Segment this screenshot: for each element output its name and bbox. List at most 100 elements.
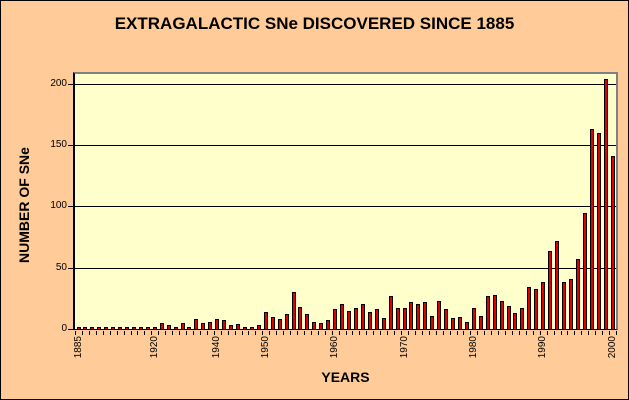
x-tick-label-1885: 1885 <box>72 336 84 359</box>
x-axis-title: YEARS <box>321 369 370 385</box>
y-tick-label-150: 150 <box>50 139 67 150</box>
x-tick <box>484 331 486 335</box>
x-tick <box>283 331 285 335</box>
bar-1907 <box>104 327 109 329</box>
x-tick <box>366 331 368 335</box>
x-tick <box>498 331 500 335</box>
x-tick <box>401 331 402 335</box>
x-tick <box>387 331 389 335</box>
x-tick <box>414 331 416 335</box>
bar-1981 <box>478 316 483 329</box>
bar-1923 <box>166 325 171 329</box>
bar-1993 <box>562 282 566 329</box>
x-tick <box>421 331 423 335</box>
x-tick <box>116 331 118 335</box>
bar-1988 <box>527 287 532 329</box>
bar-1909 <box>111 327 116 329</box>
x-tick <box>241 331 243 335</box>
x-tick <box>310 331 312 335</box>
x-tick <box>359 331 361 335</box>
x-tick <box>186 331 187 335</box>
x-tick <box>345 331 347 335</box>
x-tick <box>248 331 250 335</box>
x-tick <box>380 331 382 335</box>
bar-1952 <box>277 319 282 329</box>
x-tick-label-2000: 2000 <box>606 336 618 359</box>
bar-1938 <box>201 323 206 329</box>
x-tick <box>130 331 132 335</box>
x-tick <box>477 331 479 335</box>
bar-1955 <box>298 307 303 329</box>
bar-1935 <box>180 323 185 329</box>
x-tick <box>220 331 222 335</box>
gridline-150 <box>75 145 616 146</box>
x-tick <box>407 331 409 335</box>
bar-1964 <box>360 304 365 329</box>
gridline-100 <box>75 206 616 207</box>
bar-1954 <box>291 292 296 329</box>
x-tick <box>144 331 146 335</box>
x-tick <box>262 331 264 335</box>
x-tick <box>88 331 90 335</box>
bar-1936 <box>187 327 192 329</box>
bar-1951 <box>270 317 275 329</box>
x-tick <box>470 331 472 335</box>
x-tick-label-1950: 1950 <box>259 336 271 359</box>
bar-1995 <box>575 259 580 329</box>
bar-1979 <box>464 322 469 329</box>
x-tick-label-1970: 1970 <box>398 336 410 359</box>
bar-1997 <box>589 129 594 329</box>
bar-1957 <box>312 322 317 329</box>
x-tick <box>172 331 174 335</box>
bar-1999 <box>603 79 608 329</box>
bar-1915 <box>132 327 136 329</box>
gridline-200 <box>75 84 616 85</box>
x-tick <box>595 331 597 335</box>
bar-1950 <box>263 312 268 329</box>
x-tick-label-1980: 1980 <box>467 336 479 359</box>
bar-1937 <box>194 319 199 329</box>
x-tick <box>567 331 569 335</box>
bar-1994 <box>568 279 573 329</box>
bar-1943 <box>229 325 234 329</box>
bar-1973 <box>423 302 428 329</box>
bar-1969 <box>395 308 400 329</box>
bar-1901 <box>97 327 102 329</box>
bar-1998 <box>596 133 601 329</box>
x-tick <box>296 331 298 335</box>
x-tick <box>227 331 229 335</box>
y-tick-0 <box>68 329 73 330</box>
y-tick-label-200: 200 <box>50 78 67 89</box>
x-tick <box>303 331 305 335</box>
bar-1992 <box>555 241 559 329</box>
bar-1987 <box>520 308 525 329</box>
x-tick <box>192 331 194 335</box>
bar-1917 <box>138 327 143 329</box>
x-tick <box>234 331 236 335</box>
bar-1939 <box>208 322 213 329</box>
x-tick <box>456 331 458 335</box>
x-tick <box>518 331 520 335</box>
bar-1895 <box>83 327 88 329</box>
x-tick <box>206 331 208 335</box>
x-tick <box>75 331 76 335</box>
bar-1949 <box>256 325 261 329</box>
x-tick <box>546 331 548 335</box>
y-tick-label-50: 50 <box>55 262 67 273</box>
bar-1962 <box>347 311 351 329</box>
bar-1984 <box>499 301 504 329</box>
x-tick <box>276 331 278 335</box>
y-tick-label-0: 0 <box>61 323 67 334</box>
bar-1945 <box>236 324 240 329</box>
bar-1977 <box>451 318 455 329</box>
gridline-50 <box>75 268 616 269</box>
x-tick <box>331 331 333 335</box>
bar-1996 <box>582 213 587 329</box>
bar-2000 <box>610 156 615 329</box>
bar-1986 <box>513 313 518 329</box>
bar-1940 <box>215 319 220 329</box>
bar-1912 <box>118 327 123 329</box>
x-tick <box>394 331 396 335</box>
x-tick <box>553 331 555 335</box>
